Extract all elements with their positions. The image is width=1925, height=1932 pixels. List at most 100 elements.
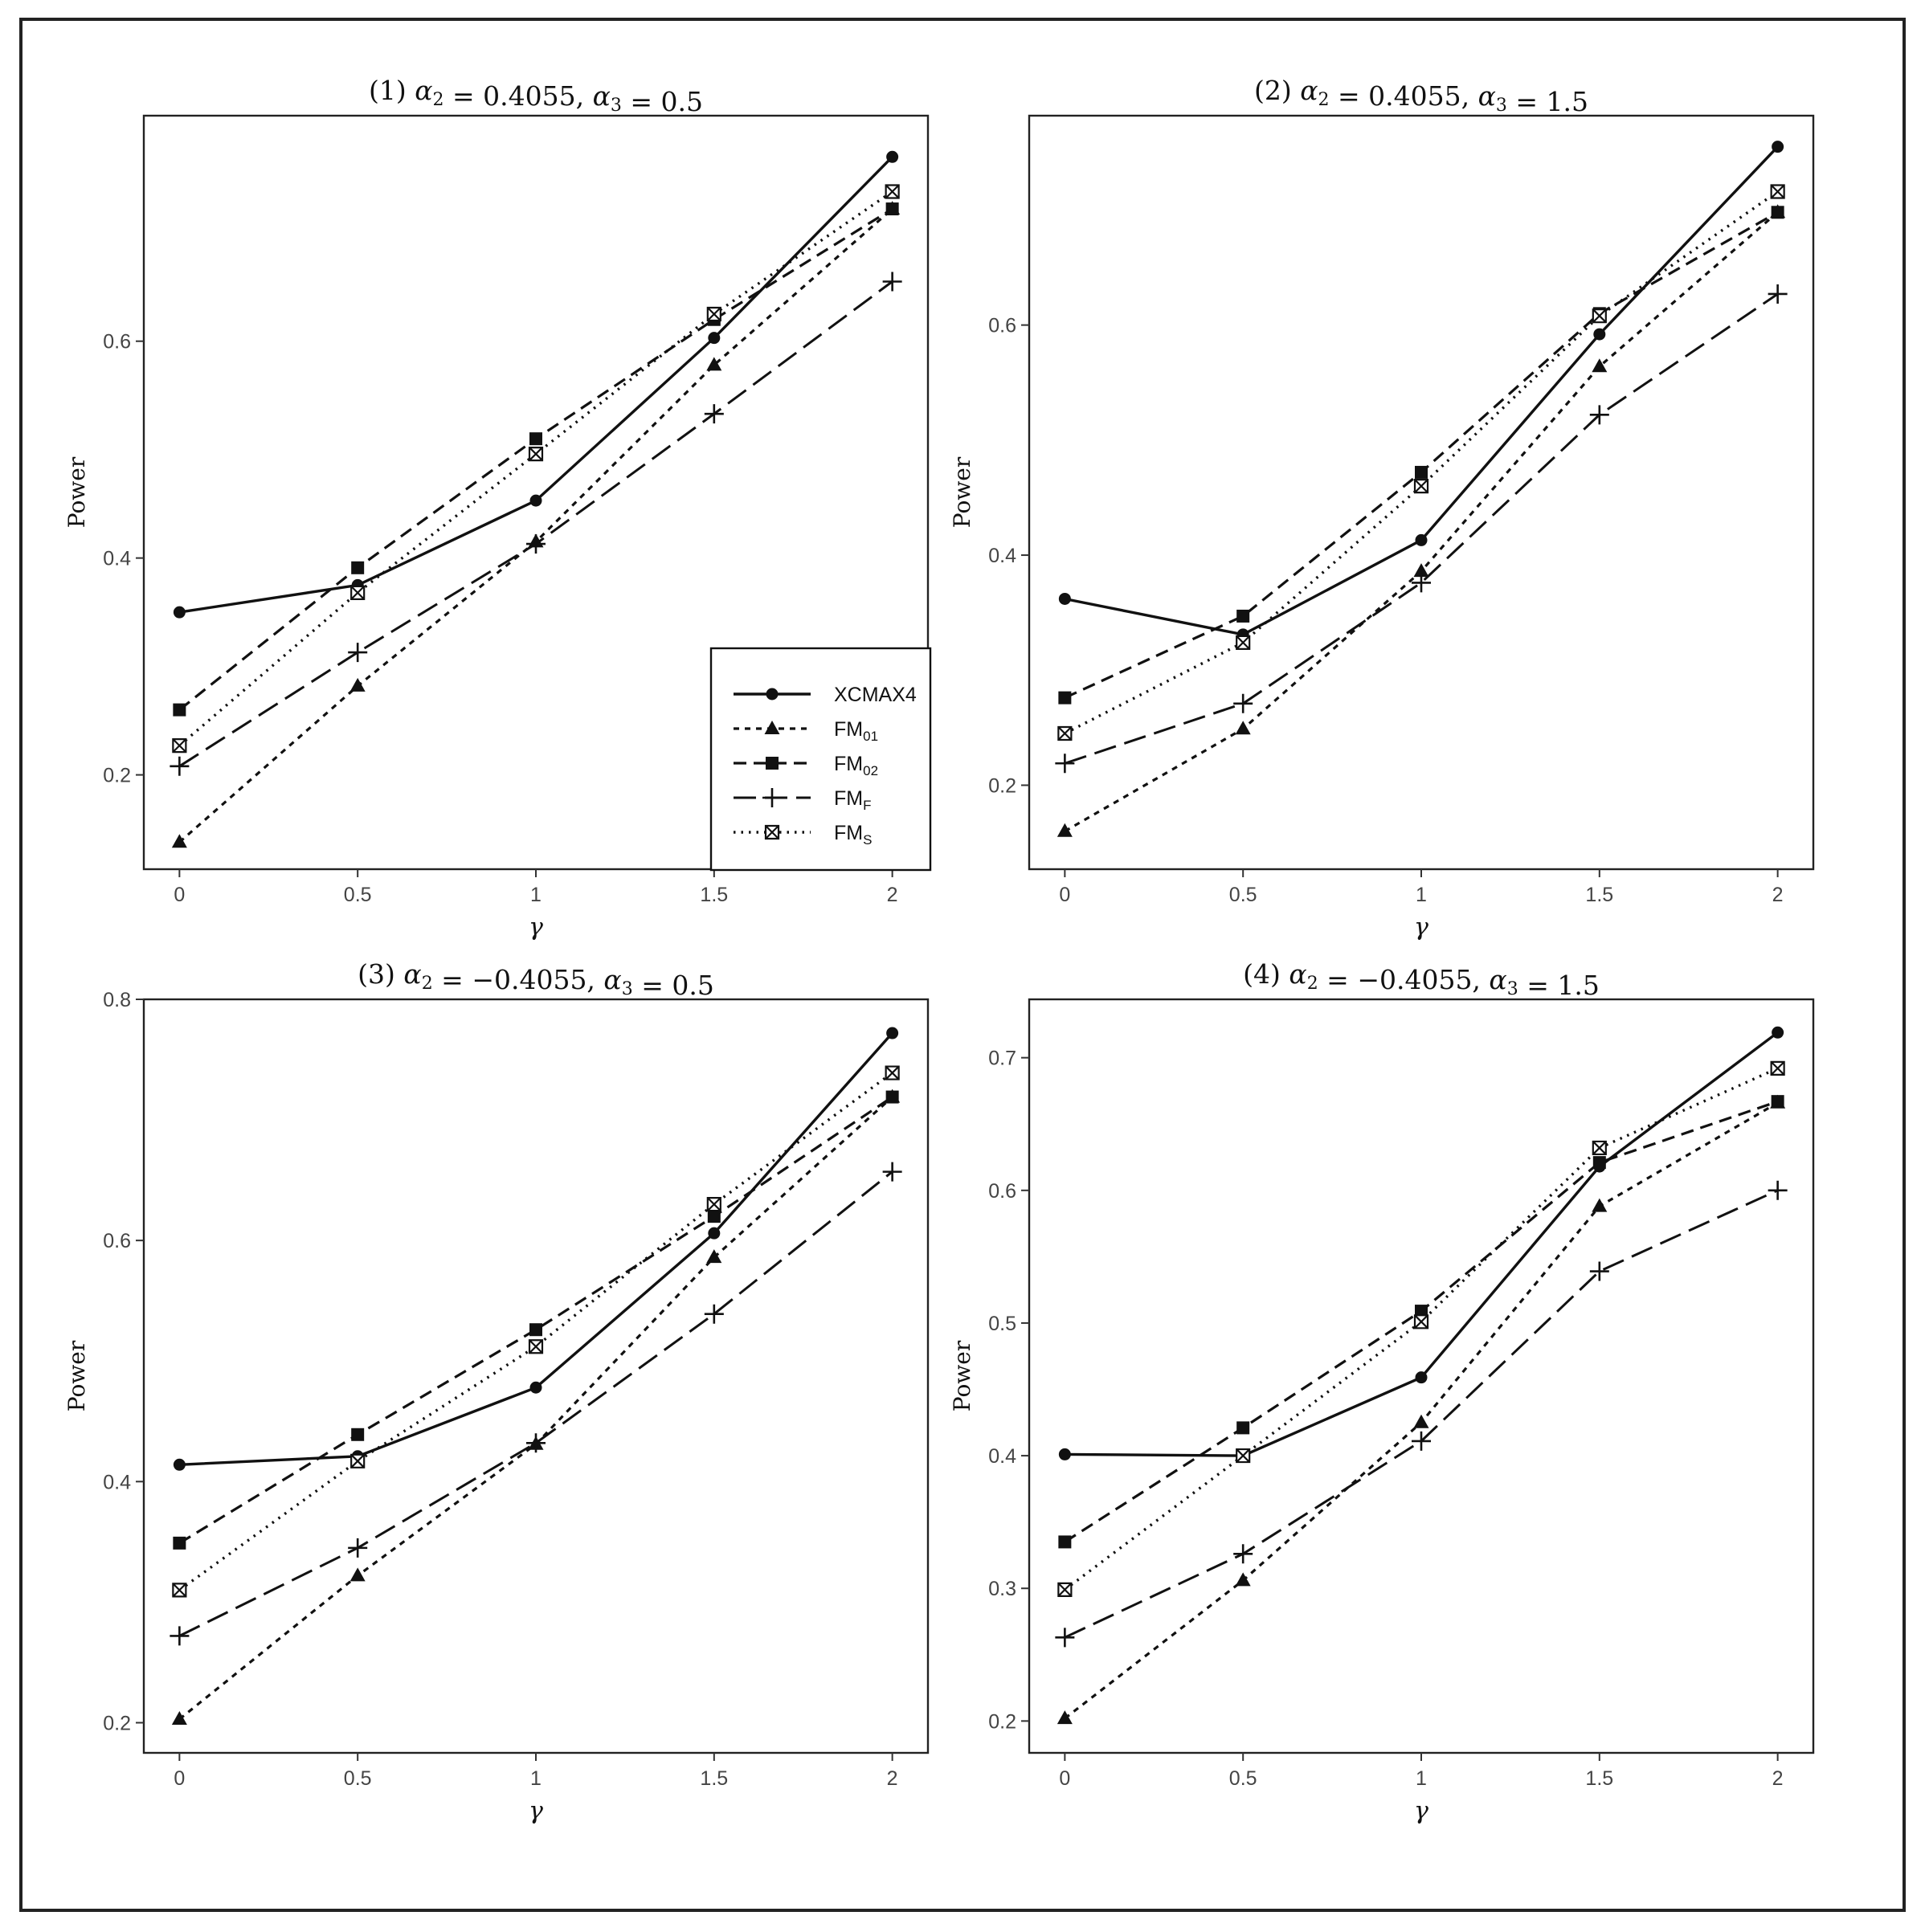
series-line xyxy=(1065,145,1779,636)
x-tick-label: 2 xyxy=(1772,1767,1784,1790)
data-point xyxy=(1415,465,1428,479)
x-axis-label: γ xyxy=(529,1797,543,1825)
y-tick-label: 0.6 xyxy=(988,315,1016,337)
series-fmf xyxy=(170,272,902,776)
legend-entry: FMS xyxy=(734,822,872,848)
series-line xyxy=(1064,211,1779,833)
series-fms xyxy=(1057,184,1785,741)
data-point xyxy=(529,1381,542,1394)
y-tick-label: 0.5 xyxy=(988,1313,1016,1335)
data-point xyxy=(350,1453,366,1468)
data-point xyxy=(170,1626,190,1646)
series-fm02 xyxy=(1058,1095,1784,1549)
data-point xyxy=(351,1428,365,1441)
data-point xyxy=(886,1027,899,1040)
data-point xyxy=(1415,533,1428,546)
series-xcmax4 xyxy=(173,1027,899,1471)
data-point xyxy=(172,738,187,754)
y-tick-label: 0.6 xyxy=(988,1180,1016,1203)
data-point xyxy=(172,1583,187,1598)
y-tick-label: 0.4 xyxy=(988,545,1016,567)
data-point xyxy=(529,432,542,446)
data-point xyxy=(885,202,899,216)
x-tick-label: 1 xyxy=(530,1767,542,1790)
chart-figure: (1) α2 = 0.4055, α3 = 0.5 0 0.5 1 1.5 2 0.2 0.4… xyxy=(63,75,1815,1825)
series-fm01 xyxy=(171,1089,901,1725)
data-point xyxy=(1589,405,1609,425)
panel-title: (4) α2 = −0.4055, α3 = 1.5 xyxy=(1243,958,1600,1001)
x-tick-label: 1 xyxy=(530,884,542,906)
x-axis-label: γ xyxy=(1414,1797,1428,1825)
series-fm02 xyxy=(1058,206,1784,705)
figure-frame: (1) α2 = 0.4055, α3 = 0.5 0 0.5 1 1.5 2 0.2 0.4… xyxy=(19,18,1906,1912)
y-tick-label: 0.6 xyxy=(103,331,131,353)
y-axis-label: Power xyxy=(949,1340,975,1411)
x-tick-label: 1.5 xyxy=(700,1767,728,1790)
data-point xyxy=(1772,141,1784,153)
series-line xyxy=(179,1031,893,1466)
data-point xyxy=(1058,592,1071,605)
data-point xyxy=(885,1090,899,1104)
data-point xyxy=(1771,206,1784,219)
series-fms xyxy=(1057,1060,1785,1597)
data-point xyxy=(885,1065,900,1080)
x-tick-label: 0 xyxy=(174,1767,185,1790)
series-line xyxy=(178,1096,893,1721)
data-point xyxy=(1055,1628,1075,1648)
data-point xyxy=(1058,1535,1072,1549)
series-fm02 xyxy=(173,1090,899,1550)
data-point xyxy=(1236,1448,1251,1464)
legend-label: XCMAX4 xyxy=(834,684,917,706)
data-point xyxy=(1768,1180,1788,1200)
y-tick-label: 0.4 xyxy=(103,1471,131,1493)
y-axis-label: Power xyxy=(63,456,90,528)
data-point xyxy=(1236,1421,1250,1435)
x-tick-label: 2 xyxy=(1772,884,1784,906)
series-line xyxy=(178,1170,893,1637)
y-axis-label: Power xyxy=(949,456,975,528)
legend-marker xyxy=(766,757,779,770)
data-point xyxy=(351,561,365,574)
data-point xyxy=(173,703,186,717)
data-point xyxy=(706,357,722,371)
plot-frame xyxy=(142,998,930,1754)
data-point xyxy=(1236,635,1251,650)
data-point xyxy=(1236,609,1250,623)
data-point xyxy=(1233,1544,1253,1564)
data-point xyxy=(1770,1060,1785,1076)
data-point xyxy=(1058,691,1072,705)
data-point xyxy=(1592,1198,1608,1212)
data-point xyxy=(704,404,724,424)
data-point xyxy=(1592,358,1608,373)
data-point xyxy=(707,1210,721,1223)
panel-1: (1) α2 = 0.4055, α3 = 0.5 0 0.5 1 1.5 2 0.2 0.4… xyxy=(63,75,930,941)
series-line xyxy=(1065,1031,1779,1457)
data-point xyxy=(706,1249,722,1264)
legend-marker xyxy=(764,721,780,734)
y-tick-label: 0.7 xyxy=(988,1048,1016,1070)
data-point xyxy=(1057,823,1073,837)
data-point xyxy=(1589,1261,1609,1281)
data-point xyxy=(1057,1710,1073,1725)
series-fmf xyxy=(1055,1180,1788,1648)
data-point xyxy=(1593,328,1606,341)
series-fmf xyxy=(170,1162,902,1646)
data-point xyxy=(1768,284,1788,304)
panel-4: (4) α2 = −0.4055, α3 = 1.5 0 0.5 1 1.5 2 0.2 0.… xyxy=(949,958,1815,1825)
x-tick-label: 1.5 xyxy=(1585,884,1613,906)
x-tick-label: 1 xyxy=(1416,884,1427,906)
data-point xyxy=(704,1304,724,1324)
x-axis-label: γ xyxy=(1414,913,1428,941)
legend-label: FM02 xyxy=(834,753,878,778)
data-point xyxy=(886,150,899,163)
data-point xyxy=(1235,1572,1251,1587)
data-point xyxy=(1771,1095,1784,1109)
data-point xyxy=(526,1433,546,1453)
y-tick-label: 0.6 xyxy=(103,1230,131,1252)
legend-entry: FM02 xyxy=(734,753,878,778)
y-tick-label: 0.4 xyxy=(103,548,131,570)
series-xcmax4 xyxy=(1058,141,1784,641)
data-point xyxy=(173,1458,186,1471)
data-point xyxy=(528,1339,544,1354)
data-point xyxy=(173,606,186,619)
